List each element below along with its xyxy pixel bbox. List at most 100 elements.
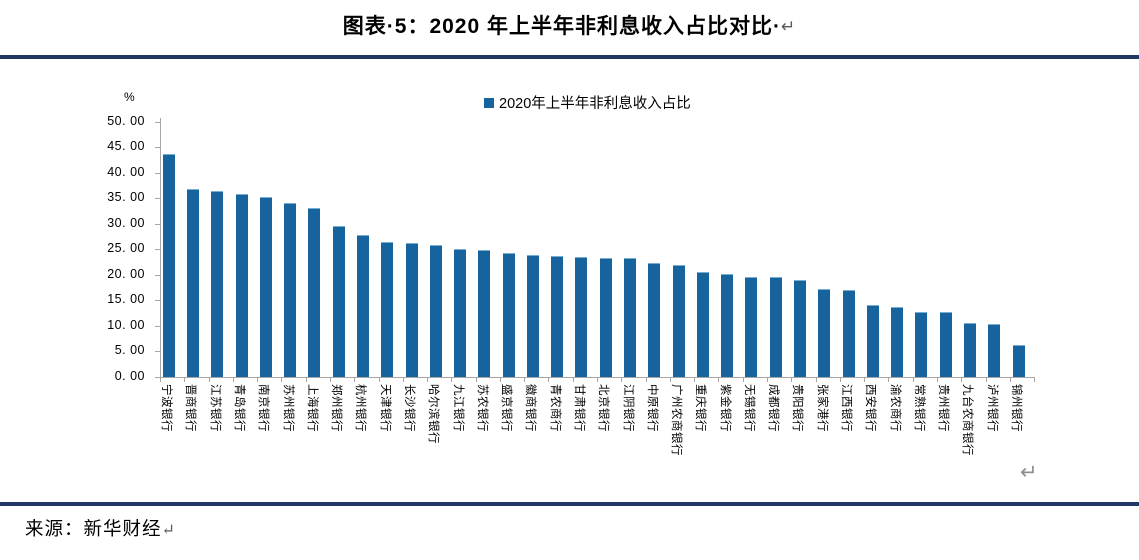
source-prefix: 来源： <box>25 520 84 540</box>
x-axis-label: 江阴银行 <box>621 384 634 432</box>
x-axis-label: 中原银行 <box>645 384 658 432</box>
bar-张家港行 <box>818 289 831 377</box>
x-axis-label: 紫金银行 <box>718 384 731 432</box>
paragraph-return-icon: ↵ <box>780 17 797 36</box>
x-axis-label: 贵州银行 <box>937 384 950 432</box>
bar-重庆银行 <box>696 272 709 377</box>
x-axis-tick <box>548 378 550 382</box>
x-axis-label: 北京银行 <box>597 384 610 432</box>
x-axis-label: 江西银行 <box>840 384 853 432</box>
legend-square-icon <box>484 98 494 108</box>
x-axis-tick <box>645 378 647 382</box>
x-axis-label: 青农商行 <box>548 384 561 432</box>
x-axis-label: 郑州银行 <box>330 384 343 432</box>
y-axis-tick-label: 10. 00 <box>107 317 145 332</box>
x-axis-label: 杭州银行 <box>354 384 367 432</box>
x-axis-label: 锦州银行 <box>1010 384 1022 432</box>
x-axis-tick <box>475 378 477 382</box>
x-axis-label: 九台农商银行 <box>961 384 974 456</box>
x-axis-tick <box>694 378 696 382</box>
bar-中原银行 <box>648 263 661 377</box>
x-axis-label: 上海银行 <box>305 384 318 432</box>
bar-plot-area <box>160 121 1035 377</box>
bar-天津银行 <box>381 242 394 377</box>
y-axis-tick-label: 50. 00 <box>107 113 145 128</box>
bar-锦州银行 <box>1012 345 1025 377</box>
x-axis-label: 泸州银行 <box>985 384 998 432</box>
x-axis-tick <box>839 378 841 382</box>
x-axis-tick <box>572 378 574 382</box>
x-axis-tick <box>621 378 623 382</box>
x-axis-label: 渝农商行 <box>888 384 901 432</box>
x-axis-tick <box>451 378 453 382</box>
bar-晋商银行 <box>186 189 199 377</box>
x-axis-tick <box>160 378 161 382</box>
x-axis-tick <box>208 378 210 382</box>
bar-紫金银行 <box>721 274 734 377</box>
bar-甘肃银行 <box>575 257 588 377</box>
y-axis-tick-label: 15. 00 <box>107 292 145 306</box>
x-axis-label: 广州农商银行 <box>670 384 683 456</box>
y-axis-tick-label: 20. 00 <box>107 266 145 281</box>
x-axis-tick <box>402 378 404 382</box>
y-axis-tick-label: 30. 00 <box>107 215 145 230</box>
x-axis-tick <box>864 378 866 382</box>
x-axis-tick <box>791 378 793 382</box>
y-axis-unit-label: % <box>124 90 135 104</box>
x-axis-tick <box>1009 378 1011 382</box>
x-axis-label: 贵阳银行 <box>791 384 804 432</box>
x-axis-tick <box>767 378 768 382</box>
x-axis-tick <box>257 378 259 382</box>
x-axis-tick <box>961 378 963 382</box>
x-axis-tick <box>742 378 744 382</box>
x-axis-label: 晋商银行 <box>184 384 197 432</box>
bar-西安银行 <box>866 305 879 377</box>
y-axis-tick <box>155 249 160 250</box>
x-axis-tick <box>718 378 720 382</box>
bar-江苏银行 <box>211 191 224 377</box>
x-axis-tick <box>184 378 186 382</box>
bar-成都银行 <box>769 277 782 377</box>
x-axis-tick <box>912 378 914 382</box>
x-axis-label: 无锡银行 <box>742 384 755 432</box>
x-axis-label: 青岛银行 <box>233 384 246 432</box>
x-axis-tick <box>329 378 331 382</box>
x-axis-tick <box>597 378 599 382</box>
bar-九台农商银行 <box>963 323 976 377</box>
y-axis-tick <box>155 223 160 225</box>
bar-江西银行 <box>842 290 855 377</box>
x-axis-tick <box>1034 378 1036 382</box>
bar-上海银行 <box>308 208 321 377</box>
bar-盛京银行 <box>502 253 515 377</box>
x-axis-label: 甘肃银行 <box>572 384 585 432</box>
y-axis-tick-label: 40. 00 <box>107 164 145 179</box>
x-axis-tick <box>888 378 890 382</box>
x-axis-label: 宁波银行 <box>160 384 173 432</box>
y-axis-line <box>160 118 161 377</box>
top-divider-rule <box>0 55 1139 59</box>
bar-徽商银行 <box>526 255 539 377</box>
x-axis-label: 哈尔滨银行 <box>427 384 440 444</box>
x-axis-label: 长沙银行 <box>403 384 415 432</box>
y-axis-tick-label: 45. 00 <box>107 139 145 153</box>
x-axis-label: 天津银行 <box>378 384 391 432</box>
x-axis-line <box>160 377 1035 378</box>
paragraph-return-icon: ↵ <box>161 522 176 539</box>
bar-常熟银行 <box>915 312 928 377</box>
x-axis-label: 九江银行 <box>451 384 464 432</box>
x-axis-label: 张家港行 <box>815 384 828 432</box>
x-axis-tick <box>427 378 429 382</box>
x-axis-tick <box>305 378 307 382</box>
y-axis-tick <box>155 147 160 148</box>
figure-title-text: 图表·5：2020 年上半年非利息收入占比对比· <box>342 15 781 38</box>
bar-苏州银行 <box>284 203 297 377</box>
y-axis-tick <box>155 172 160 174</box>
y-axis-tick <box>155 351 160 352</box>
bar-青农商行 <box>551 256 564 377</box>
y-axis-tick <box>155 300 160 301</box>
y-axis-tick-label: 0. 00 <box>114 368 145 383</box>
paragraph-return-icon: ↵ <box>1020 461 1038 484</box>
y-axis-tick <box>155 274 160 276</box>
bar-杭州银行 <box>356 235 369 377</box>
